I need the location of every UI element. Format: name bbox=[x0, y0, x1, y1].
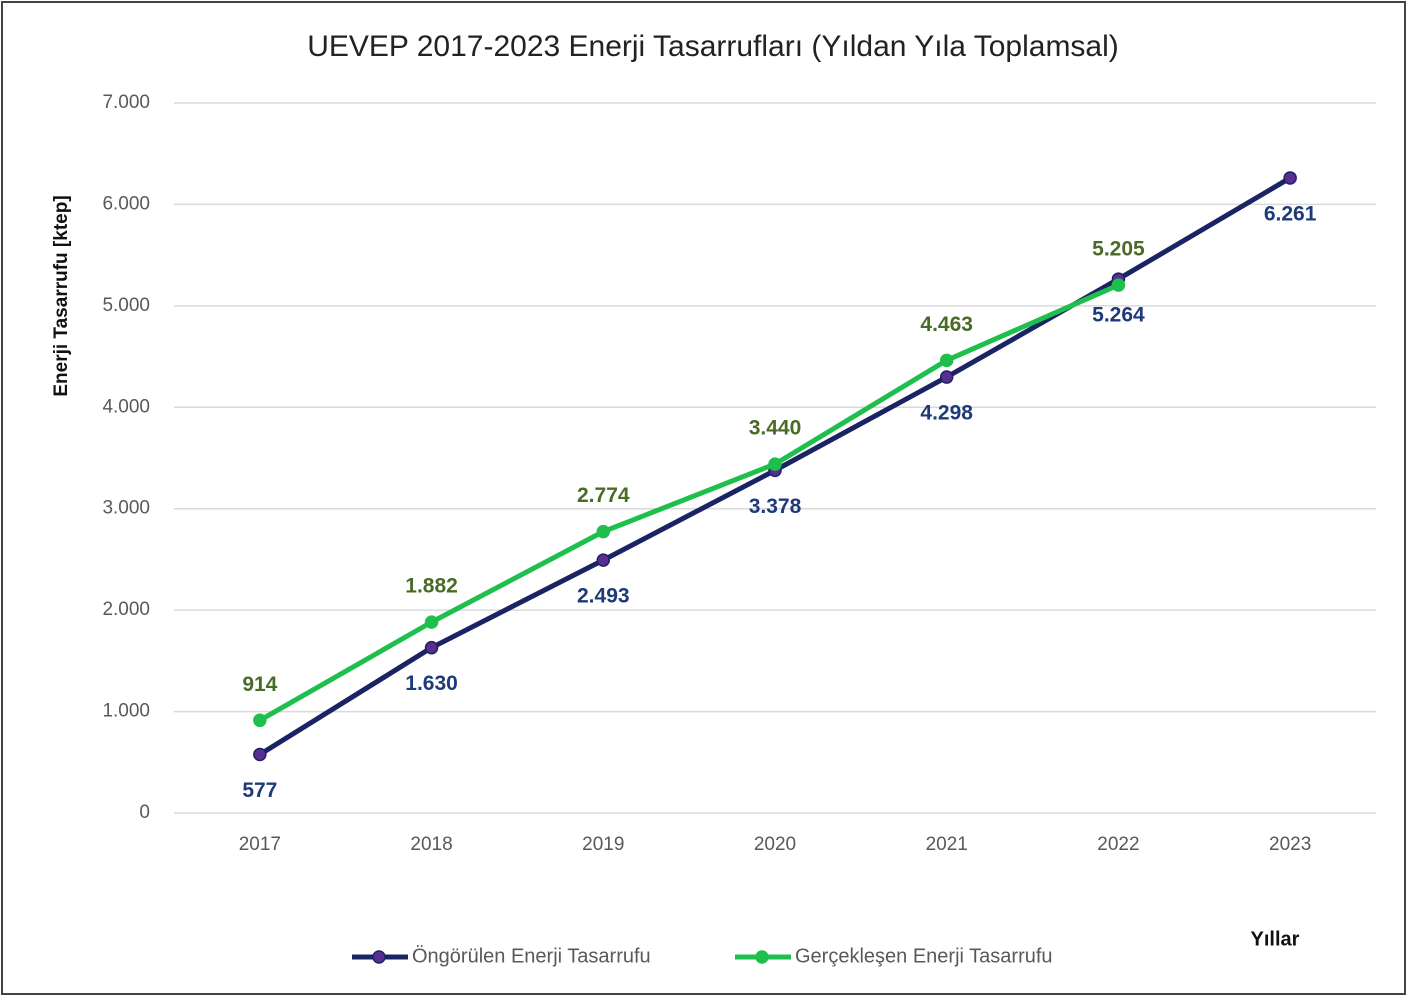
data-point bbox=[596, 553, 611, 567]
legend-marker bbox=[372, 950, 386, 964]
data-point bbox=[424, 640, 439, 655]
data-point bbox=[939, 353, 954, 368]
y-tick-label: 0 bbox=[139, 802, 150, 823]
x-tick-label: 2017 bbox=[239, 834, 281, 855]
y-tick-label: 1.000 bbox=[102, 701, 150, 722]
series-line bbox=[258, 282, 1120, 723]
chart-title: UEVEP 2017-2023 Enerji Tasarrufları (Yıl… bbox=[307, 30, 1119, 63]
data-label: 3.378 bbox=[749, 495, 802, 518]
x-tick-label: 2020 bbox=[754, 834, 796, 855]
data-point bbox=[424, 615, 439, 629]
y-tick-label: 6.000 bbox=[102, 193, 150, 214]
y-tick-label: 7.000 bbox=[102, 92, 150, 113]
y-tick-label: 3.000 bbox=[102, 498, 150, 519]
data-label: 5.205 bbox=[1092, 238, 1145, 261]
data-point bbox=[939, 370, 954, 384]
x-tick-label: 2019 bbox=[582, 834, 624, 855]
data-point bbox=[1111, 278, 1126, 292]
data-label: 6.261 bbox=[1264, 203, 1317, 226]
x-tick-label: 2023 bbox=[1269, 834, 1311, 855]
y-tick-label: 2.000 bbox=[102, 599, 150, 620]
data-point bbox=[1283, 171, 1297, 185]
legend-label: Öngörülen Enerji Tasarrufu bbox=[412, 945, 651, 967]
data-point bbox=[596, 524, 611, 539]
data-label: 2.493 bbox=[577, 585, 630, 608]
data-point bbox=[253, 713, 267, 728]
data-label: 577 bbox=[242, 779, 277, 802]
data-point bbox=[768, 457, 782, 471]
y-tick-label: 4.000 bbox=[102, 396, 150, 417]
data-label: 914 bbox=[242, 673, 277, 696]
legend-marker bbox=[755, 950, 769, 964]
data-point bbox=[253, 747, 267, 762]
data-label: 4.463 bbox=[920, 313, 973, 336]
data-label: 2.774 bbox=[577, 484, 630, 507]
y-tick-label: 5.000 bbox=[102, 295, 150, 316]
y-axis-title: Enerji Tasarrufu [ktep] bbox=[51, 195, 72, 396]
data-label: 1.882 bbox=[405, 575, 458, 598]
data-label: 5.264 bbox=[1092, 304, 1145, 327]
x-tick-label: 2021 bbox=[926, 834, 968, 855]
x-axis-title: Yıllar bbox=[1251, 928, 1300, 950]
legend-label: Gerçekleşen Enerji Tasarrufu bbox=[795, 945, 1053, 967]
data-label: 4.298 bbox=[920, 402, 973, 425]
x-tick-label: 2022 bbox=[1097, 834, 1139, 855]
x-tick-label: 2018 bbox=[410, 834, 452, 855]
data-label: 1.630 bbox=[405, 672, 458, 695]
data-label: 3.440 bbox=[749, 417, 802, 440]
